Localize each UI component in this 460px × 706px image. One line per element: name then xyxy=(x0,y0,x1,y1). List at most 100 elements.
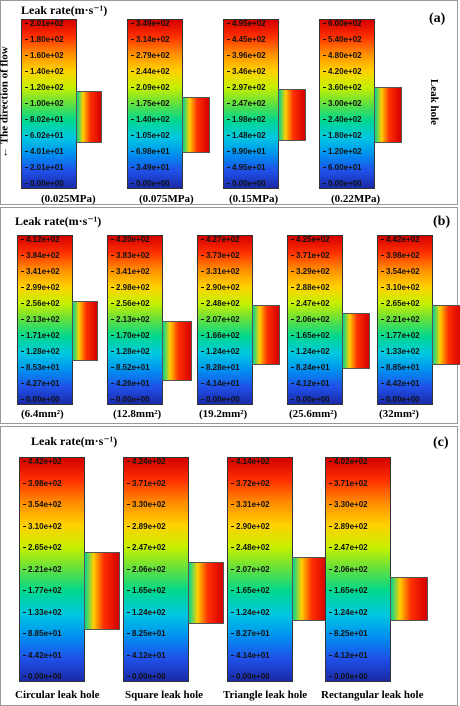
case-caption: (12.8mm²) xyxy=(113,408,162,420)
legend-tick-label: 1.24e+02 xyxy=(127,608,166,617)
legend-tick-label: 4.14e+02 xyxy=(231,458,270,466)
legend-tick-label: 1.70e+02 xyxy=(111,332,150,340)
leak-plume xyxy=(188,562,224,624)
legend-tick-label: 2.21e+02 xyxy=(381,316,420,324)
legend-tick-label: 2.79e+02 xyxy=(131,52,170,60)
case-caption: (0.075MPa) xyxy=(139,193,194,205)
legend-tick-label: 1.40e+02 xyxy=(131,116,170,124)
panel-title: Leak rate(m·s⁻¹) xyxy=(21,3,108,17)
legend-tick-label: 4.27e+02 xyxy=(201,236,240,244)
contour-bar: 4.24e+02 3.71e+02 3.30e+02 2.89e+02 2.47e+02… xyxy=(123,457,189,682)
panel-label: (b) xyxy=(433,214,451,229)
legend-tick-label: 3.54e+02 xyxy=(23,501,62,509)
legend-tick-label: 0.00e+00 xyxy=(131,180,170,188)
legend-tick-label: 3.49e+01 xyxy=(131,164,170,172)
legend-tick-label: 1.77e+02 xyxy=(23,587,62,595)
legend-tick-label: 4.12e+01 xyxy=(127,651,166,660)
legend-tick-label: 4.01e+01 xyxy=(25,148,64,156)
legend-tick-label: 3.71e+02 xyxy=(329,479,368,488)
legend-tick-label: 6.98e+01 xyxy=(131,148,170,156)
legend-tick-label: 1.28e+02 xyxy=(21,348,60,356)
legend-tick-label: 8.02e+01 xyxy=(25,116,64,124)
legend-tick-label: 1.20e+02 xyxy=(25,84,64,92)
legend-tick-label: 2.90e+02 xyxy=(201,284,240,292)
legend-tick-label: 4.45e+02 xyxy=(227,36,266,44)
case-caption: (19.2mm²) xyxy=(199,408,248,420)
legend-tick-label: 1.20e+02 xyxy=(323,148,362,156)
panel-title: Leak rate(m·s⁻¹) xyxy=(31,434,118,448)
legend-tick-label: 2.65e+02 xyxy=(381,300,420,308)
legend-tick-label: 1.66e+02 xyxy=(201,332,240,340)
legend-tick-label: 2.90e+02 xyxy=(231,522,270,531)
legend-tick-label: 0.00e+00 xyxy=(231,673,270,681)
legend-tick-label: 3.41e+02 xyxy=(111,268,150,276)
legend-tick-label: 1.33e+02 xyxy=(23,608,62,617)
legend-tick-label: 4.80e+02 xyxy=(323,52,362,60)
legend-tick-label: 3.14e+02 xyxy=(131,36,170,44)
flow-direction-label: ← The direction of flow xyxy=(0,46,11,157)
legend-tick-label: 0.00e+00 xyxy=(381,396,420,404)
legend-tick-label: 6.02e+01 xyxy=(25,132,64,140)
leak-plume xyxy=(278,89,306,141)
legend-tick-label: 2.09e+02 xyxy=(131,84,170,92)
legend-tick-label: 2.56e+02 xyxy=(21,300,60,308)
legend-tick-label: 2.13e+02 xyxy=(21,316,60,324)
legend-tick-label: 0.00e+00 xyxy=(111,396,150,404)
legend-tick-label: 0.00e+00 xyxy=(127,673,166,681)
case-caption: Triangle leak hole xyxy=(223,689,308,701)
case-caption: (25.6mm²) xyxy=(289,408,338,420)
legend-tick-label: 3.98e+02 xyxy=(381,252,420,260)
legend-tick-label: 3.31e+02 xyxy=(201,268,240,276)
contour-bar: 4.12e+02 3.84e+02 3.41e+02 2.99e+02 2.56e+02… xyxy=(17,235,73,405)
legend-tick-label: 2.06e+02 xyxy=(329,565,368,574)
legend-tick-label: 8.53e+01 xyxy=(21,364,60,372)
legend-tick-label: 4.24e+02 xyxy=(127,458,166,466)
legend-tick-label: 4.14e+01 xyxy=(201,380,240,388)
legend-tick-label: 2.01e+01 xyxy=(25,164,64,172)
case-caption: (6.4mm²) xyxy=(21,408,64,420)
legend-tick-label: 2.40e+02 xyxy=(323,116,362,124)
legend-tick-label: 4.14e+01 xyxy=(231,651,270,660)
contour-bar: 4.14e+02 3.72e+02 3.31e+02 2.90e+02 2.48e+02… xyxy=(227,457,293,682)
legend-tick-label: 1.77e+02 xyxy=(381,332,420,340)
legend-tick-label: 4.20e+02 xyxy=(111,236,150,244)
legend-tick-label: 0.00e+00 xyxy=(323,180,362,188)
legend-tick-label: 1.00e+02 xyxy=(25,100,64,108)
legend-tick-label: 3.84e+02 xyxy=(21,252,60,260)
legend-tick-label: 2.07e+02 xyxy=(201,316,240,324)
case-caption: Circular leak hole xyxy=(15,689,100,701)
case-caption: Square leak hole xyxy=(125,689,204,701)
legend-tick-label: 3.71e+02 xyxy=(291,252,330,260)
legend-tick-label: 8.25e+01 xyxy=(329,630,368,638)
legend-tick-label: 4.95e+01 xyxy=(227,164,266,172)
legend-tick-label: 1.80e+02 xyxy=(25,36,64,44)
legend-tick-label: 8.85e+01 xyxy=(381,364,420,372)
legend-tick-label: 1.33e+02 xyxy=(381,348,420,356)
legend-tick-label: 3.29e+02 xyxy=(291,268,330,276)
legend-tick-label: 3.60e+02 xyxy=(323,84,362,92)
legend-tick-label: 1.24e+02 xyxy=(201,348,240,356)
legend-tick-label: 1.24e+02 xyxy=(329,608,368,617)
leak-plume xyxy=(342,313,370,369)
legend-tick-label: 2.99e+02 xyxy=(21,284,60,292)
legend-tick-label: 1.71e+02 xyxy=(21,332,60,340)
leak-plume xyxy=(72,301,98,361)
legend-tick-label: 6.00e+01 xyxy=(323,164,362,172)
legend-tick-label: 2.89e+02 xyxy=(127,522,166,531)
legend-tick-label: 2.98e+02 xyxy=(111,284,150,292)
legend-tick-label: 2.47e+02 xyxy=(329,544,368,552)
legend-tick-label: 9.90e+01 xyxy=(227,148,266,156)
legend-tick-label: 3.31e+02 xyxy=(231,501,270,509)
legend-tick-label: 1.48e+02 xyxy=(227,132,266,140)
legend-tick-label: 1.65e+02 xyxy=(291,332,330,340)
case-caption: (0.22MPa) xyxy=(331,193,381,205)
legend-tick-label: 6.00e+02 xyxy=(323,20,362,28)
legend-tick-label: 0.00e+00 xyxy=(21,396,60,404)
leak-plume xyxy=(252,305,280,365)
legend-tick-label: 8.25e+01 xyxy=(127,630,166,638)
legend-tick-label: 4.12e+01 xyxy=(329,651,368,660)
legend-tick-label: 2.07e+02 xyxy=(231,565,270,574)
legend-tick-label: 8.52e+01 xyxy=(111,364,150,372)
legend-tick-label: 3.30e+02 xyxy=(127,501,166,509)
legend-tick-label: 1.80e+02 xyxy=(323,132,362,140)
